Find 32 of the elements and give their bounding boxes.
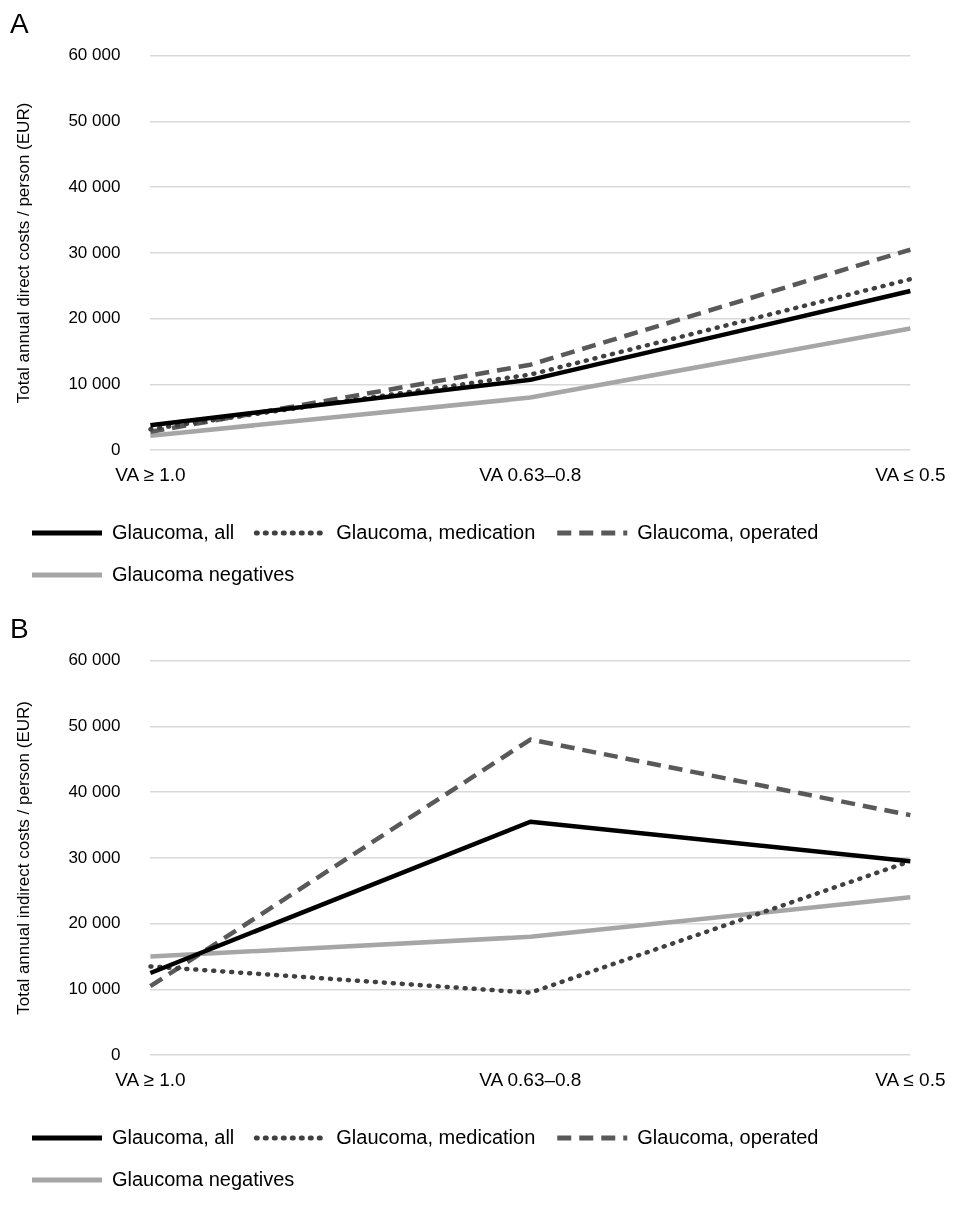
- y-tick-label: 10 000: [68, 374, 121, 394]
- y-tick-label: 40 000: [68, 176, 121, 196]
- x-tick-label: VA ≥ 1.0: [115, 463, 186, 485]
- y-axis-title: Total annual direct costs / person (EUR): [13, 102, 33, 404]
- x-tick-label: VA ≥ 1.0: [115, 1068, 186, 1090]
- legend-label: Glaucoma, medication: [336, 520, 536, 543]
- y-tick-label: 0: [110, 439, 121, 459]
- legend-label: Glaucoma negatives: [112, 1167, 295, 1190]
- chart-title: B: [10, 612, 29, 644]
- legend-label: Glaucoma, all: [112, 1125, 235, 1148]
- legend-label: Glaucoma, operated: [637, 520, 819, 543]
- legend-label: Glaucoma negatives: [112, 562, 295, 585]
- y-tick-label: 60 000: [68, 45, 121, 65]
- y-tick-label: 20 000: [68, 308, 121, 328]
- y-tick-label: 60 000: [68, 650, 121, 670]
- y-tick-label: 40 000: [68, 781, 121, 801]
- x-tick-label: VA ≤ 0.5: [875, 463, 946, 485]
- x-tick-label: VA 0.63–0.8: [479, 463, 582, 485]
- y-tick-label: 50 000: [68, 716, 121, 736]
- x-tick-label: VA 0.63–0.8: [479, 1068, 582, 1090]
- y-tick-label: 20 000: [68, 913, 121, 933]
- y-axis-title: Total annual indirect costs / person (EUR): [13, 701, 33, 1015]
- legend-label: Glaucoma, all: [112, 520, 235, 543]
- chart-title: A: [10, 7, 29, 39]
- legend-label: Glaucoma, medication: [336, 1125, 536, 1148]
- y-tick-label: 30 000: [68, 847, 121, 867]
- y-tick-label: 0: [110, 1044, 121, 1064]
- y-tick-label: 50 000: [68, 111, 121, 131]
- legend-label: Glaucoma, operated: [637, 1125, 819, 1148]
- x-tick-label: VA ≤ 0.5: [875, 1068, 946, 1090]
- y-tick-label: 10 000: [68, 979, 121, 999]
- y-tick-label: 30 000: [68, 242, 121, 262]
